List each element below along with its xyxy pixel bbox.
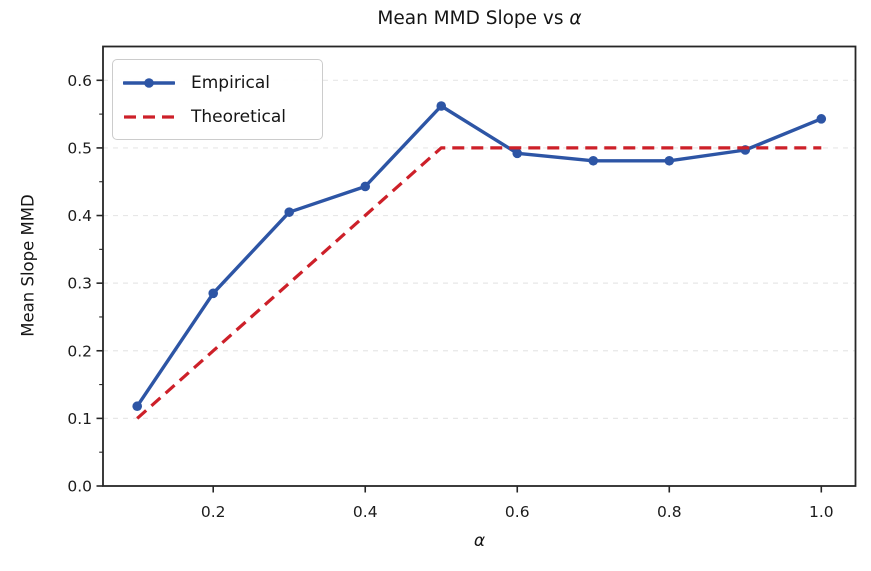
data-point-empirical <box>664 155 675 166</box>
data-point-empirical <box>208 288 219 299</box>
y-tick-label: 0.0 <box>67 478 92 496</box>
data-point-empirical <box>360 181 371 192</box>
data-point-empirical <box>132 401 143 412</box>
y-tick-label: 0.1 <box>67 410 92 428</box>
y-tick-label: 0.5 <box>67 139 92 157</box>
series-line-empirical <box>135 104 822 408</box>
data-point-empirical <box>284 207 295 217</box>
y-tick-label: 0.6 <box>67 72 92 90</box>
x-tick-label: 0.8 <box>657 503 682 521</box>
chart-title-text: Mean MMD Slope vs <box>377 8 570 29</box>
data-point-empirical <box>588 155 599 166</box>
x-tick-label: 0.6 <box>505 503 530 521</box>
x-tick-label: 1.0 <box>809 503 834 521</box>
legend-label-empirical: Empirical <box>191 72 271 93</box>
data-point-empirical <box>512 148 523 159</box>
legend-label-theoretical: Theoretical <box>191 106 286 127</box>
empirical-line-sample-icon <box>123 77 175 88</box>
chart-title: Mean MMD Slope vs α <box>103 8 856 29</box>
x-axis-label: α <box>103 531 856 551</box>
legend-entry-empirical: Empirical <box>123 69 310 96</box>
series-line-theoretical <box>136 146 822 420</box>
x-tick-label: 0.2 <box>201 503 226 521</box>
y-tick-label: 0.2 <box>67 342 92 360</box>
data-point-empirical <box>436 101 447 111</box>
y-tick-label: 0.3 <box>67 275 92 293</box>
data-point-empirical <box>816 114 827 124</box>
x-tick-label: 0.4 <box>353 503 378 521</box>
legend: Empirical Theoretical <box>112 59 323 140</box>
chart-title-alpha: α <box>569 8 582 29</box>
theoretical-line-sample-icon <box>124 114 174 119</box>
y-tick-label: 0.4 <box>67 207 92 225</box>
axes-frame <box>102 45 857 487</box>
legend-entry-theoretical: Theoretical <box>123 103 310 130</box>
x-axis-label-alpha: α <box>473 531 486 551</box>
